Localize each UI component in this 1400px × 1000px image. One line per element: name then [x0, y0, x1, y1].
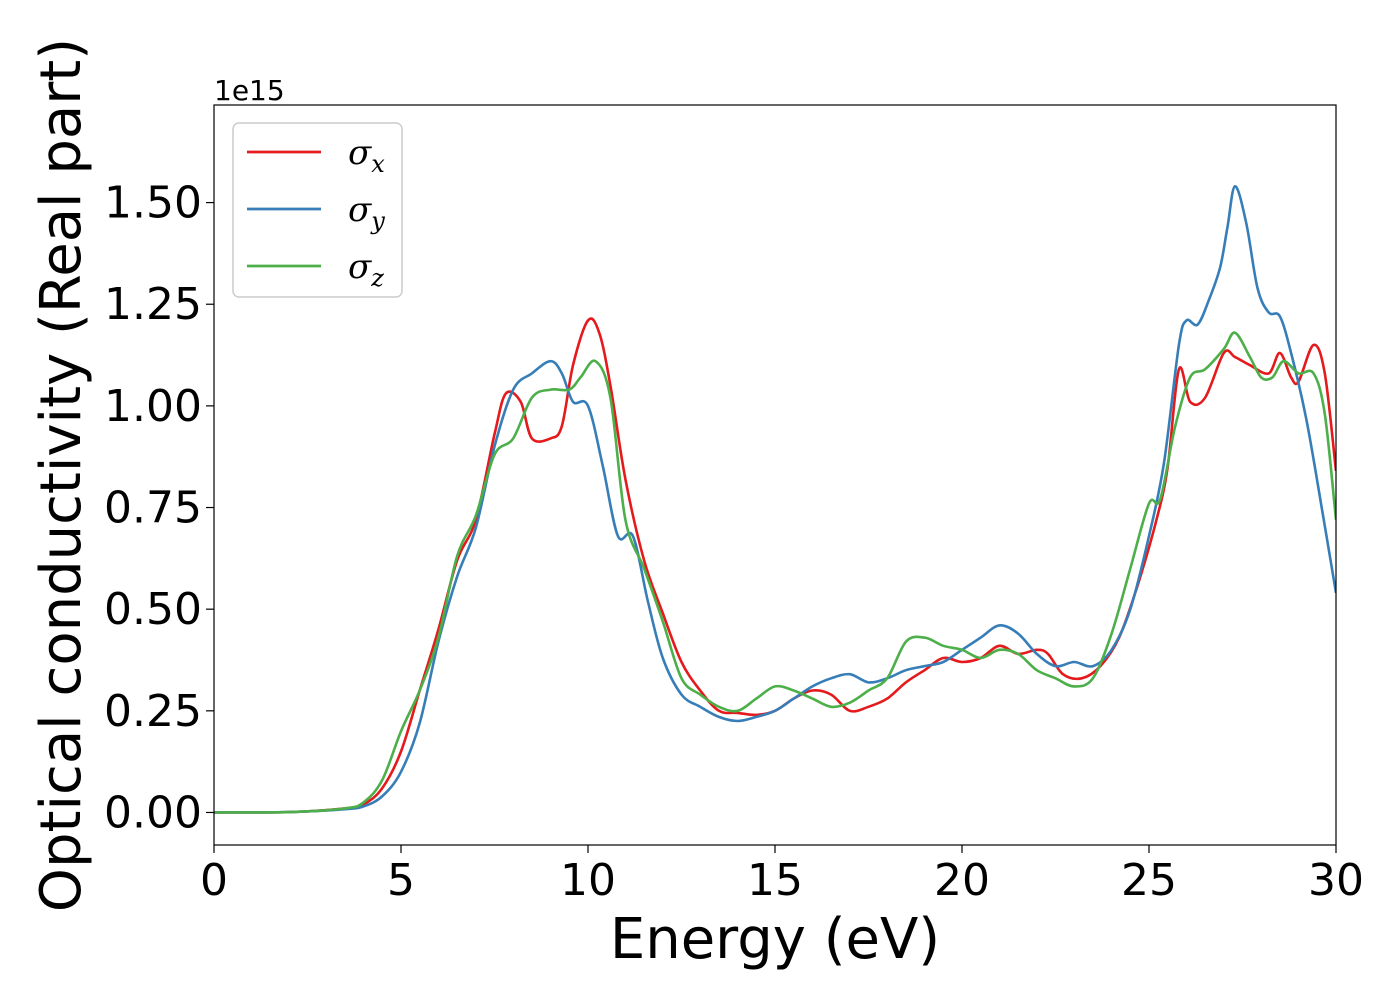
y-tick-label: 0.75: [104, 483, 202, 534]
legend-label-z: σz: [348, 247, 384, 292]
y-tick-label: 0.00: [104, 787, 202, 838]
legend: σx σy σz: [232, 122, 403, 298]
x-tick-label: 20: [934, 855, 990, 906]
y-tick-label: 1.25: [104, 279, 202, 330]
series-line-y: [214, 184, 1336, 814]
y-tick-label: 0.50: [104, 584, 202, 635]
x-tick-label: 30: [1308, 855, 1364, 906]
y-offset-label: 1e15: [214, 74, 285, 107]
y-axis-title: Optical conductivity (Real part): [29, 38, 94, 912]
series-layer: [214, 184, 1336, 814]
series-line-x: [214, 317, 1336, 814]
x-tick-label: 0: [200, 855, 228, 906]
x-tick-label: 5: [387, 855, 415, 906]
legend-label-y: σy: [348, 190, 385, 235]
ticks-layer: 0 5 10 15 20 25 30 0.00 0.25 0.50 0.75 1.00 1.25 1.50: [104, 178, 1364, 906]
x-tick-label: 25: [1121, 855, 1177, 906]
y-tick-label: 1.00: [104, 381, 202, 432]
y-tick-label: 0.25: [104, 686, 202, 737]
legend-label-x: σx: [348, 133, 385, 178]
x-axis-title: Energy (eV): [610, 907, 940, 972]
y-tick-label: 1.50: [104, 178, 202, 229]
x-tick-label: 15: [747, 855, 803, 906]
x-tick-label: 10: [560, 855, 616, 906]
series-line-z: [214, 331, 1336, 814]
